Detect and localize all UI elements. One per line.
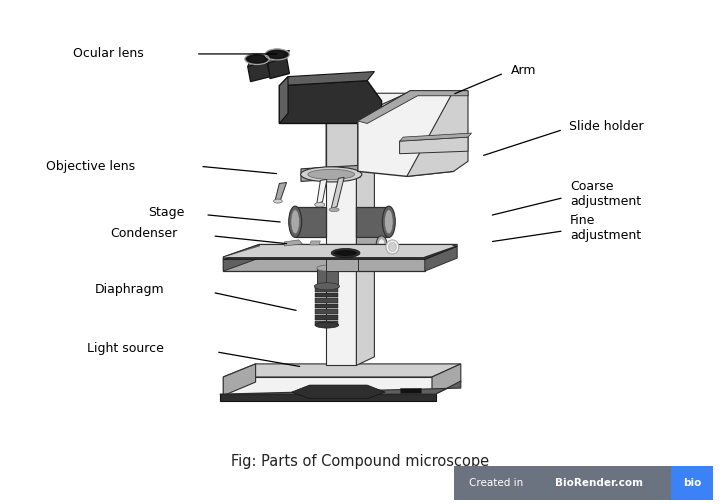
Polygon shape [223, 244, 259, 271]
Polygon shape [315, 287, 338, 292]
Ellipse shape [382, 206, 395, 237]
Polygon shape [407, 91, 468, 176]
Ellipse shape [389, 242, 396, 251]
Polygon shape [279, 81, 382, 123]
Polygon shape [292, 385, 385, 399]
Text: Condenser: Condenser [110, 227, 177, 240]
Ellipse shape [379, 239, 385, 250]
Ellipse shape [266, 49, 289, 59]
Polygon shape [356, 162, 374, 365]
Polygon shape [425, 244, 457, 271]
Ellipse shape [329, 208, 339, 212]
Ellipse shape [314, 283, 340, 290]
Polygon shape [268, 57, 289, 79]
Text: Objective lens: Objective lens [46, 160, 135, 173]
FancyBboxPatch shape [317, 268, 337, 287]
Ellipse shape [384, 210, 393, 234]
Polygon shape [358, 112, 376, 171]
Polygon shape [223, 364, 461, 377]
Ellipse shape [274, 199, 282, 203]
Polygon shape [356, 207, 389, 237]
Text: Arm: Arm [511, 64, 536, 77]
Ellipse shape [269, 51, 285, 58]
Polygon shape [358, 91, 468, 123]
Polygon shape [301, 165, 360, 181]
Polygon shape [284, 240, 302, 246]
Polygon shape [358, 91, 454, 176]
FancyBboxPatch shape [454, 466, 671, 500]
Polygon shape [315, 309, 338, 314]
Polygon shape [326, 271, 338, 287]
Text: Fig: Parts of Compound microscope: Fig: Parts of Compound microscope [231, 454, 489, 469]
Polygon shape [268, 50, 289, 63]
Ellipse shape [291, 210, 300, 234]
Polygon shape [326, 93, 407, 126]
Polygon shape [223, 244, 457, 257]
Polygon shape [315, 304, 338, 308]
Text: Diaphragm: Diaphragm [94, 283, 164, 296]
Polygon shape [295, 207, 326, 237]
Polygon shape [248, 60, 271, 82]
Ellipse shape [315, 322, 339, 328]
Polygon shape [315, 293, 338, 297]
Ellipse shape [317, 265, 337, 271]
Polygon shape [432, 364, 461, 396]
Text: Ocular lens: Ocular lens [73, 47, 144, 60]
Polygon shape [331, 177, 344, 209]
Polygon shape [220, 381, 461, 394]
Ellipse shape [307, 169, 354, 179]
Polygon shape [225, 246, 455, 257]
Polygon shape [326, 171, 356, 365]
Ellipse shape [301, 167, 362, 182]
Polygon shape [326, 257, 358, 271]
Polygon shape [326, 93, 407, 171]
Polygon shape [275, 182, 287, 201]
Text: BioRender.com: BioRender.com [554, 478, 643, 488]
Ellipse shape [249, 56, 265, 62]
Polygon shape [315, 315, 338, 320]
Polygon shape [223, 377, 432, 396]
Polygon shape [279, 77, 288, 123]
Text: Created in: Created in [469, 478, 526, 488]
Polygon shape [310, 241, 320, 245]
Polygon shape [220, 394, 436, 401]
Ellipse shape [246, 54, 269, 64]
Polygon shape [315, 298, 338, 303]
Polygon shape [400, 137, 468, 154]
Text: Fine
adjustment: Fine adjustment [570, 214, 642, 242]
Text: Slide holder: Slide holder [569, 119, 644, 133]
Ellipse shape [315, 203, 325, 207]
Polygon shape [279, 72, 374, 86]
Polygon shape [223, 257, 425, 271]
FancyBboxPatch shape [671, 466, 713, 500]
Polygon shape [356, 237, 382, 252]
FancyBboxPatch shape [400, 388, 421, 393]
Polygon shape [248, 52, 271, 67]
Polygon shape [400, 133, 472, 141]
Polygon shape [223, 364, 256, 396]
Text: Coarse
adjustment: Coarse adjustment [570, 180, 642, 208]
Polygon shape [315, 321, 338, 325]
Polygon shape [223, 246, 457, 260]
Ellipse shape [377, 236, 387, 253]
Ellipse shape [317, 285, 337, 290]
Text: bio: bio [683, 478, 701, 488]
Ellipse shape [331, 248, 360, 258]
Ellipse shape [289, 206, 302, 237]
Text: Light source: Light source [87, 342, 164, 355]
Text: Stage: Stage [148, 206, 184, 219]
Polygon shape [317, 179, 327, 204]
Ellipse shape [386, 240, 399, 254]
Ellipse shape [334, 250, 357, 256]
Polygon shape [326, 121, 358, 171]
